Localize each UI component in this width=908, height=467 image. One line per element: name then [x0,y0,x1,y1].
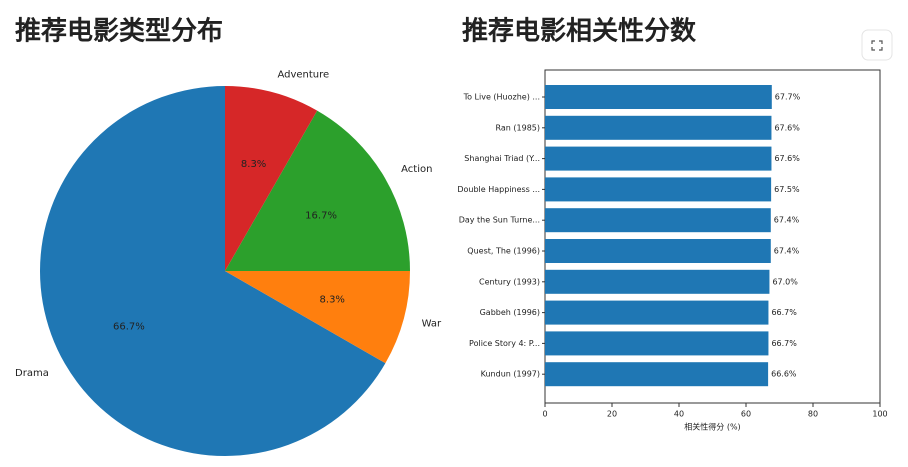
expand-button[interactable] [861,29,893,61]
y-tick-label: Ran (1985) [496,123,541,132]
chart-title: 推荐电影相关性分数 [462,17,697,47]
bar [545,331,769,356]
y-tick-label: Shanghai Triad (Y... [464,154,540,163]
x-tick-label: 40 [674,410,684,419]
x-tick-label: 60 [741,410,751,419]
bar [545,85,772,109]
slice-label: Adventure [277,69,329,80]
bar-value-label: 67.6% [774,123,800,132]
y-tick-label: Day the Sun Turne... [459,216,540,225]
x-tick-label: 100 [872,410,887,419]
bar-value-label: 67.5% [774,185,800,194]
pie-slice [40,86,386,457]
bar-value-label: 66.6% [771,370,797,379]
plot-frame [544,69,881,404]
bar [545,239,771,263]
bar [545,115,772,140]
bar [545,208,771,233]
pie-slice [225,271,410,364]
x-axis-label: 相关性得分 (%) [684,422,740,432]
pie-slice [225,86,318,271]
bar [545,177,772,202]
slice-percent: 8.3% [320,295,345,306]
chart-title: 推荐电影类型分布 [15,17,223,47]
bar-value-label: 66.7% [771,308,797,317]
bar-value-label: 67.6% [774,154,800,163]
bar-value-label: 67.0% [772,277,798,286]
x-tick-label: 0 [542,410,547,419]
y-tick-label: Gabbeh (1996) [480,308,540,317]
slice-percent: 8.3% [241,159,266,170]
bar [545,362,769,387]
slice-label: War [422,318,442,329]
bar [545,146,772,171]
bar [545,300,769,325]
bar-value-label: 67.4% [774,216,800,225]
y-tick-label: Century (1993) [479,277,540,286]
slice-percent: 16.7% [305,210,337,221]
y-tick-label: Kundun (1997) [481,370,540,379]
slice-percent: 66.7% [113,322,145,333]
slice-label: Drama [15,368,49,379]
y-tick-label: Quest, The (1996) [467,247,540,256]
bar-value-label: 66.7% [771,339,797,348]
bar [545,269,770,294]
pie-slice [225,110,410,271]
slice-label: Action [401,164,432,175]
bar-value-label: 67.7% [775,93,801,102]
y-tick-label: Police Story 4: P... [469,339,540,348]
bar-value-label: 67.4% [774,247,800,256]
x-tick-label: 80 [808,410,818,419]
x-tick-label: 20 [607,410,617,419]
y-tick-label: To Live (Huozhe) ... [463,93,540,102]
y-tick-label: Double Happiness ... [457,185,540,194]
